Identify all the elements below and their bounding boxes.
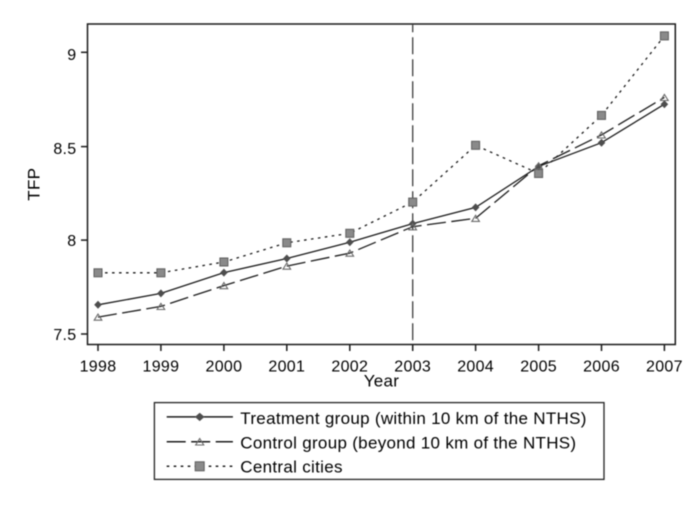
svg-text:Control group (beyond 10 km of: Control group (beyond 10 km of the NTHS) <box>240 433 576 452</box>
svg-text:2007: 2007 <box>646 359 683 376</box>
svg-text:9: 9 <box>67 47 76 64</box>
svg-text:1999: 1999 <box>143 359 180 376</box>
svg-text:2003: 2003 <box>394 359 431 376</box>
svg-text:2005: 2005 <box>520 359 557 376</box>
svg-text:7.5: 7.5 <box>53 327 76 344</box>
svg-text:Year: Year <box>364 372 400 391</box>
svg-text:8: 8 <box>67 233 76 250</box>
svg-text:2001: 2001 <box>268 359 305 376</box>
svg-text:1998: 1998 <box>80 359 117 376</box>
svg-text:TFP: TFP <box>25 168 44 201</box>
svg-text:2006: 2006 <box>583 359 620 376</box>
svg-text:Treatment group (within 10 km: Treatment group (within 10 km of the NTH… <box>240 409 586 428</box>
svg-text:8.5: 8.5 <box>53 141 76 158</box>
svg-text:2002: 2002 <box>331 359 368 376</box>
svg-text:2000: 2000 <box>206 359 243 376</box>
svg-text:Central cities: Central cities <box>240 458 342 477</box>
svg-text:2004: 2004 <box>457 359 494 376</box>
